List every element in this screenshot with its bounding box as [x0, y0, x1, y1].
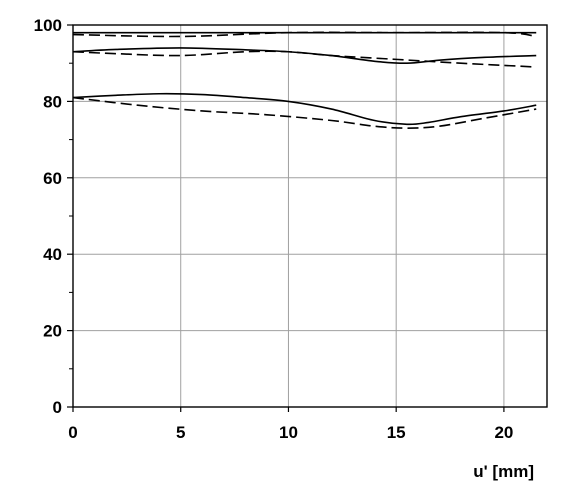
series-line-2-dashed: [72, 31, 537, 38]
x-tick-label-0: 0: [68, 423, 77, 442]
series-layer: [72, 31, 537, 129]
x-tick-label-20: 20: [494, 423, 513, 442]
y-tick-label-60: 60: [43, 169, 62, 188]
x-tick-label-5: 5: [176, 423, 185, 442]
tick-layer: 0 20 40 60 80 100 0 5 10 15 20: [34, 16, 514, 442]
x-tick-label-10: 10: [279, 423, 298, 442]
plot-area: [73, 25, 547, 407]
y-tick-label-20: 20: [43, 322, 62, 341]
series-line-6-dashed: [72, 96, 537, 129]
y-tick-label-40: 40: [43, 245, 62, 264]
x-tick-label-15: 15: [387, 423, 406, 442]
y-tick-label-80: 80: [43, 92, 62, 111]
series-line-4-dashed: [72, 50, 537, 68]
y-tick-label-0: 0: [53, 398, 62, 417]
grid-layer: [73, 25, 547, 407]
x-axis-title: u' [mm]: [473, 462, 534, 481]
y-tick-label-100: 100: [34, 16, 62, 35]
series-line-5-solid: [72, 92, 537, 126]
